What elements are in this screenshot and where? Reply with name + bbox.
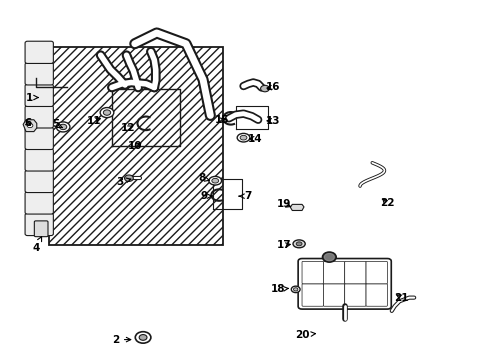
Ellipse shape [293, 288, 297, 291]
Text: 12: 12 [121, 123, 136, 133]
Ellipse shape [296, 242, 302, 246]
FancyBboxPatch shape [366, 261, 386, 284]
Text: 4: 4 [32, 237, 41, 253]
Polygon shape [23, 120, 37, 132]
Text: 2: 2 [111, 334, 130, 345]
Ellipse shape [124, 175, 133, 181]
FancyBboxPatch shape [25, 63, 53, 85]
FancyBboxPatch shape [25, 170, 53, 193]
Polygon shape [290, 204, 304, 211]
Text: 22: 22 [379, 198, 393, 208]
FancyBboxPatch shape [25, 106, 53, 128]
Ellipse shape [260, 85, 269, 92]
Ellipse shape [60, 124, 67, 130]
Text: 20: 20 [294, 330, 315, 340]
Text: 5: 5 [52, 120, 62, 129]
Ellipse shape [292, 240, 305, 248]
FancyBboxPatch shape [25, 149, 53, 171]
Ellipse shape [208, 176, 221, 185]
Text: 19: 19 [277, 199, 291, 210]
Ellipse shape [291, 286, 300, 293]
Ellipse shape [135, 332, 151, 343]
FancyBboxPatch shape [25, 84, 53, 107]
Text: 16: 16 [265, 82, 280, 93]
Text: 13: 13 [265, 116, 280, 126]
FancyBboxPatch shape [323, 284, 344, 306]
Ellipse shape [103, 110, 110, 115]
Ellipse shape [237, 134, 249, 142]
Text: 17: 17 [277, 240, 291, 250]
FancyBboxPatch shape [34, 221, 48, 237]
Text: 11: 11 [87, 116, 102, 126]
Text: 6: 6 [24, 118, 31, 128]
FancyBboxPatch shape [344, 261, 366, 284]
Text: 1: 1 [25, 93, 39, 103]
Ellipse shape [27, 123, 33, 128]
Polygon shape [49, 47, 222, 244]
Ellipse shape [324, 253, 333, 261]
FancyBboxPatch shape [25, 41, 53, 63]
Text: 10: 10 [127, 141, 142, 151]
Text: 9: 9 [201, 191, 211, 201]
Ellipse shape [100, 108, 114, 118]
Text: 3: 3 [116, 177, 131, 187]
FancyBboxPatch shape [323, 261, 344, 284]
Text: 15: 15 [215, 115, 229, 125]
Text: 21: 21 [393, 293, 408, 303]
FancyBboxPatch shape [25, 213, 53, 235]
Text: 8: 8 [198, 173, 209, 183]
Ellipse shape [322, 252, 335, 262]
FancyBboxPatch shape [366, 284, 386, 306]
FancyBboxPatch shape [344, 284, 366, 306]
Ellipse shape [240, 135, 246, 140]
FancyBboxPatch shape [25, 127, 53, 149]
Text: 7: 7 [239, 191, 252, 201]
FancyBboxPatch shape [298, 258, 390, 309]
Ellipse shape [211, 179, 218, 183]
Ellipse shape [56, 122, 70, 132]
FancyBboxPatch shape [302, 284, 323, 306]
Ellipse shape [139, 334, 147, 340]
FancyBboxPatch shape [25, 192, 53, 214]
Text: 14: 14 [247, 134, 262, 144]
FancyBboxPatch shape [302, 261, 323, 284]
Text: 18: 18 [270, 284, 287, 294]
